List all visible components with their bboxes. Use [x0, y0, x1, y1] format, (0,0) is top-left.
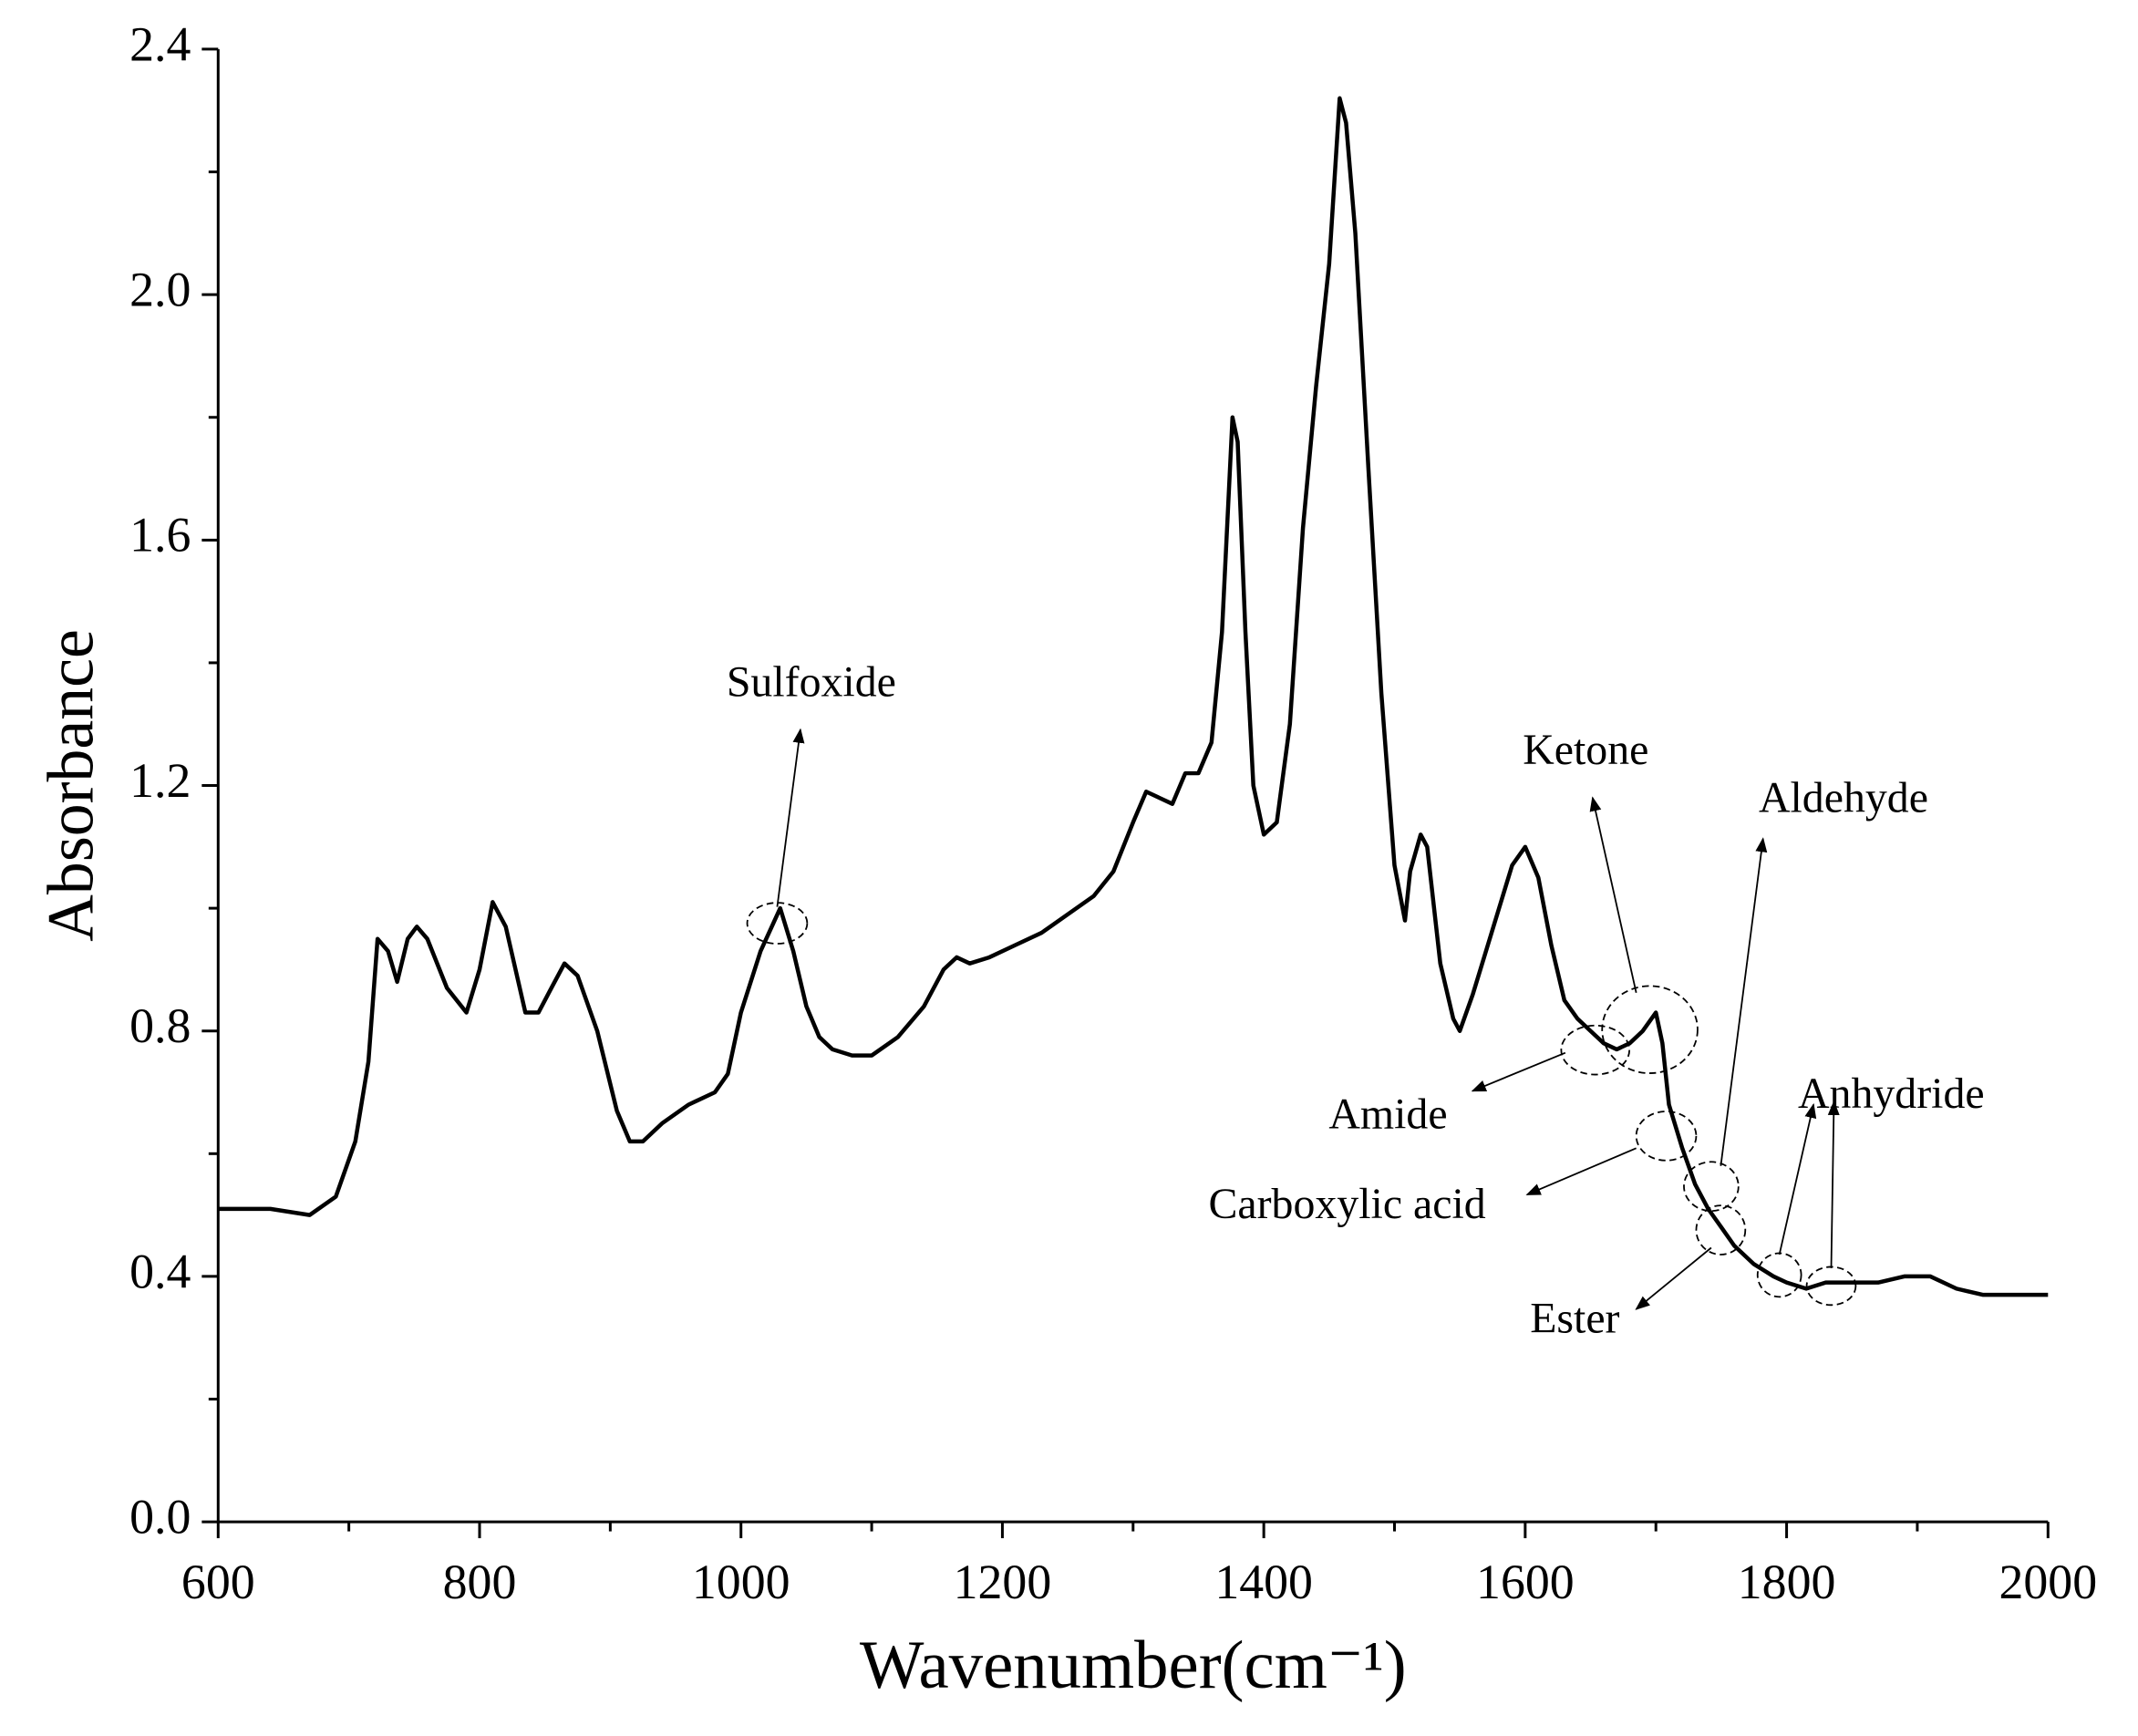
y-tick-label: 0.4 — [129, 1244, 191, 1298]
annotation-circle — [1695, 1204, 1747, 1256]
y-tick-label: 0.8 — [129, 998, 191, 1053]
annotation-arrow — [1720, 837, 1768, 1166]
y-tick-label: 1.2 — [129, 753, 191, 808]
annotation-label: Amide — [1328, 1090, 1447, 1138]
annotation-circle — [746, 902, 809, 945]
annotation-arrow — [776, 728, 805, 907]
x-tick-label: 1000 — [692, 1555, 790, 1609]
x-tick-label: 1600 — [1476, 1555, 1575, 1609]
x-tick-label: 1200 — [954, 1555, 1052, 1609]
y-tick-label: 2.0 — [129, 262, 191, 316]
y-tick-label: 1.6 — [129, 508, 191, 563]
annotation-label: Ketone — [1523, 726, 1648, 774]
annotation-arrow — [1589, 796, 1637, 994]
annotation-circle — [1683, 1161, 1740, 1213]
y-axis-label: Absorbance — [35, 629, 108, 942]
x-tick-label: 1400 — [1214, 1555, 1313, 1609]
annotation-circle — [1560, 1024, 1631, 1076]
annotation-arrow — [1471, 1051, 1566, 1092]
x-axis-label: Wavenumber(cm⁻¹) — [860, 1628, 1407, 1703]
annotation-label: Sulfoxide — [727, 657, 896, 706]
x-tick-label: 2000 — [1999, 1555, 2097, 1609]
annotation-arrow — [1525, 1147, 1637, 1196]
annotation-label: Aldehyde — [1759, 773, 1928, 822]
x-tick-label: 1800 — [1738, 1555, 1836, 1609]
annotation-arrow — [1827, 1100, 1840, 1268]
annotation-label: Ester — [1530, 1295, 1619, 1343]
annotation-circle — [1601, 985, 1699, 1074]
spectrum-line — [218, 96, 2049, 1297]
annotation-circle — [1635, 1111, 1698, 1162]
annotation-arrow — [1778, 1102, 1817, 1256]
x-tick-label: 600 — [181, 1555, 255, 1609]
annotation-label: Carboxylic acid — [1208, 1180, 1485, 1228]
x-tick-label: 800 — [443, 1555, 517, 1609]
y-tick-label: 0.0 — [129, 1489, 191, 1544]
annotation-arrow — [1635, 1246, 1712, 1310]
annotation-circle — [1756, 1252, 1802, 1298]
annotation-label: Anhydride — [1798, 1070, 1985, 1118]
y-tick-label: 2.4 — [129, 16, 191, 71]
